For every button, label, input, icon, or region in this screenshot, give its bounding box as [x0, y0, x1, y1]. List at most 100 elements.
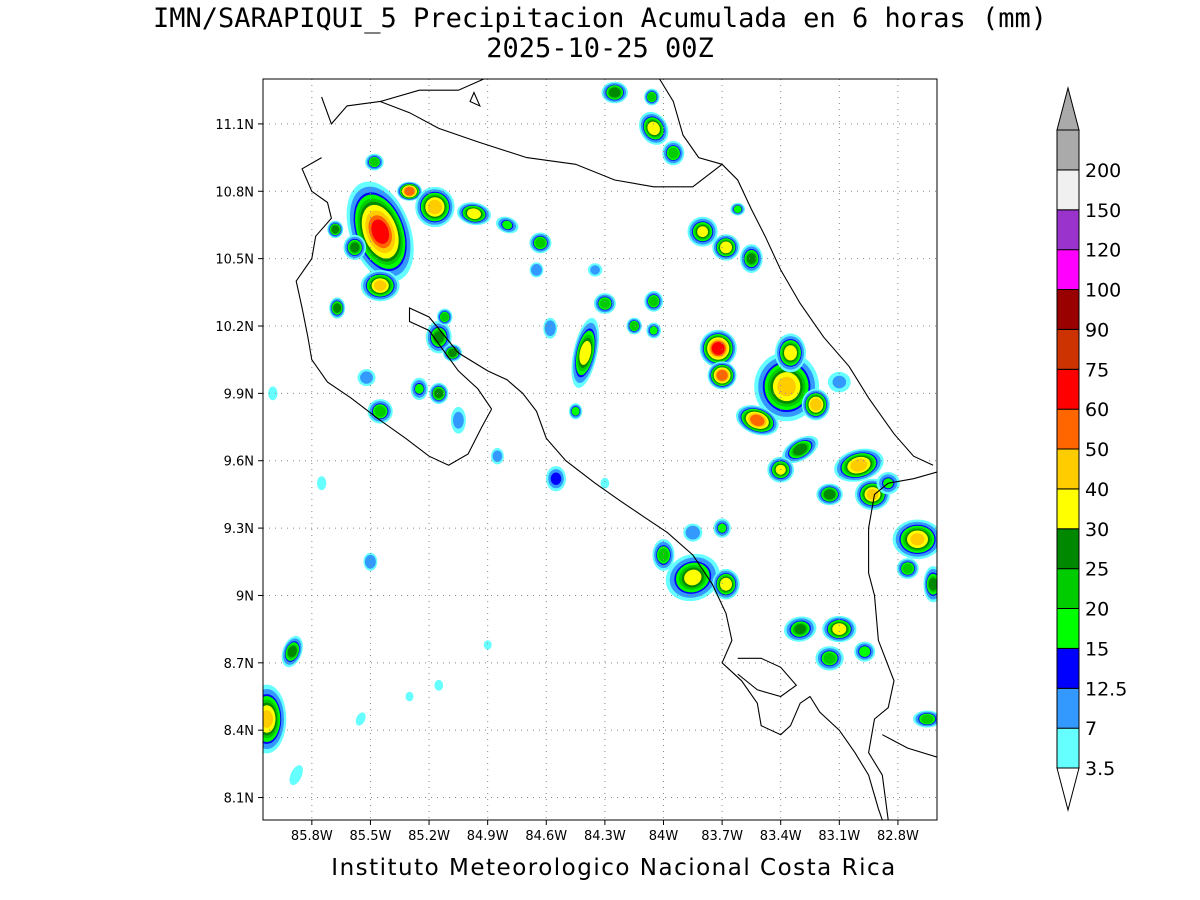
precip-contour-15 [859, 646, 871, 657]
colorbar-label: 75 [1085, 359, 1109, 381]
precip-contour-20 [647, 92, 656, 102]
caribbean-coast-north [659, 79, 723, 165]
y-tick-label: 8.4N [224, 724, 254, 739]
precip-contour-7 [531, 264, 542, 276]
x-tick-label: 85.2W [408, 829, 450, 844]
colorbar-legend: 3.5 7 12.5 15 20 25 30 40 50 60 75 90 100 120 150 200 [1056, 86, 1127, 812]
precip-contour-40 [777, 376, 796, 397]
x-tick-label: 84.3W [584, 829, 626, 844]
precip-contour-15 [571, 406, 580, 416]
precip-contour-25 [434, 388, 444, 398]
colorbar-label: 3.5 [1085, 758, 1115, 780]
colorbar-label: 7 [1085, 718, 1097, 740]
precip-cell [707, 361, 737, 390]
map-title: IMN/SARAPIQUI_5 Precipitacion Acumulada … [152, 3, 1048, 34]
precip-cell [639, 111, 669, 145]
precip-contour-20 [921, 714, 934, 724]
y-tick-label: 11.1N [215, 118, 254, 133]
precip-contour-3-5 [600, 477, 610, 489]
caribbean-coast-main [721, 163, 934, 466]
precip-contour-40 [866, 489, 879, 500]
precip-cell [712, 568, 740, 600]
precip-contour-40 [374, 280, 387, 291]
precip-cell [405, 691, 414, 702]
precip-contour-15 [717, 523, 727, 533]
precip-cell [365, 153, 384, 171]
precip-cell [571, 317, 600, 388]
precip-contour-50 [750, 414, 765, 427]
precip-contour-50 [716, 369, 728, 381]
precip-contour-25 [448, 348, 457, 358]
colorbar-label: 50 [1085, 439, 1109, 461]
colorbar-max-arrow [1056, 86, 1080, 131]
precip-contour-30 [697, 226, 708, 238]
precip-cell [425, 320, 452, 354]
precip-contour-7 [492, 450, 503, 462]
y-tick-label: 9N [236, 589, 254, 604]
precip-cell [360, 270, 400, 302]
precip-contour-7 [544, 320, 556, 337]
lat-lon-grid [263, 79, 937, 820]
precip-cell [546, 466, 566, 492]
precip-cell [437, 308, 453, 326]
colorbar-label: 200 [1085, 160, 1121, 182]
precip-contour-25 [350, 242, 360, 253]
precip-cell [816, 483, 843, 506]
precip-contour-20 [599, 298, 611, 309]
precip-cell [343, 234, 367, 260]
colorbar-label: 15 [1085, 638, 1109, 660]
precip-cell [834, 448, 884, 482]
precip-cell [644, 290, 664, 312]
precip-cell [735, 405, 779, 436]
precip-cell [491, 448, 504, 465]
precip-cell [450, 406, 466, 434]
precip-contour-7 [360, 371, 373, 384]
precip-contour-25 [608, 87, 621, 98]
precip-cell [357, 369, 376, 387]
panama-pacific [882, 734, 937, 758]
precip-cell [442, 344, 463, 362]
y-tick-label: 10.8N [215, 185, 254, 200]
precip-cell [316, 476, 327, 491]
precip-cell [396, 181, 423, 201]
colorbar-label: 60 [1085, 399, 1109, 421]
y-tick-label: 9.9N [224, 387, 254, 402]
precip-cell [363, 552, 378, 571]
precip-cell [281, 635, 303, 668]
precip-contour-3-5 [355, 712, 366, 726]
precip-cell [896, 558, 919, 579]
precip-contour-15 [649, 326, 658, 335]
precip-cell [815, 646, 844, 671]
precip-contour-20 [535, 237, 546, 248]
precip-cell [434, 679, 444, 691]
precip-cell [754, 351, 819, 422]
precip-cell [827, 371, 851, 393]
precip-contour-20 [668, 147, 679, 159]
precip-contour-7 [364, 554, 376, 569]
x-tick-label: 84.6W [525, 829, 567, 844]
colorbar-label: 90 [1085, 319, 1109, 341]
precip-cell [415, 186, 455, 228]
precip-cell [652, 539, 675, 571]
precip-contour-3-5 [434, 679, 444, 691]
precip-contour-25 [823, 489, 836, 500]
colorbar-label: 100 [1085, 280, 1121, 302]
precip-cell [429, 382, 449, 404]
precip-contour-30 [720, 241, 732, 254]
precip-cell [355, 712, 366, 726]
osa-peninsula [737, 657, 798, 698]
precip-contour-7 [685, 525, 700, 540]
plot-frame [262, 78, 938, 821]
precip-cell [644, 88, 660, 106]
precip-contour-20 [374, 405, 386, 417]
precip-contour-60 [711, 342, 725, 355]
precip-cell [568, 403, 583, 420]
precip-contour-40 [910, 533, 925, 546]
colorbar-label: 40 [1085, 479, 1109, 501]
precip-cell [822, 615, 857, 643]
precip-cell [712, 234, 740, 261]
precipitation-field [263, 81, 937, 786]
x-tick-label: 84W [649, 829, 679, 844]
precip-cell [801, 388, 831, 421]
x-tick-label: 83.4W [760, 829, 802, 844]
